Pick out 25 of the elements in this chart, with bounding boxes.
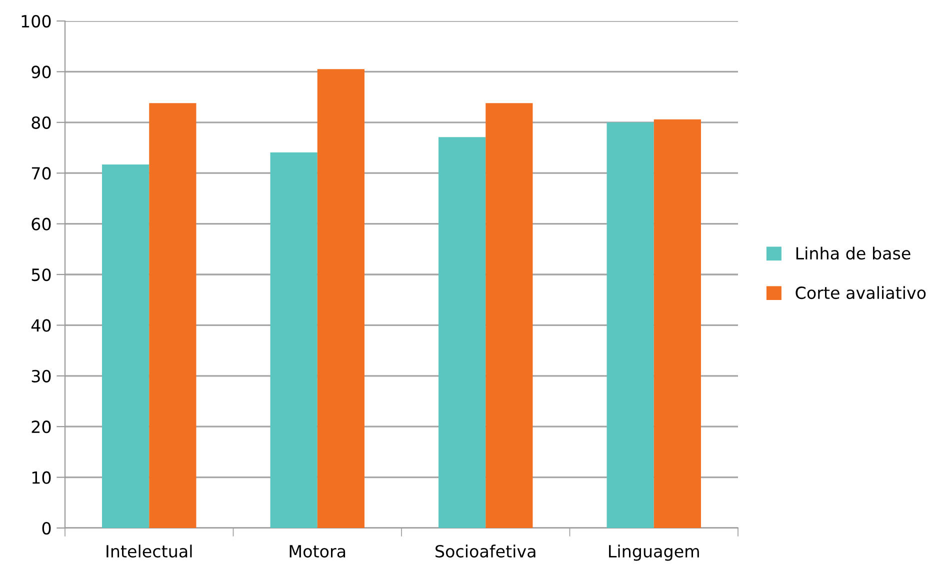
x-tick-label: Intelectual xyxy=(106,544,192,558)
bar xyxy=(606,122,654,528)
bar xyxy=(317,69,364,528)
y-tick-label: 100 xyxy=(22,14,51,28)
y-tick-label: 90 xyxy=(32,66,51,78)
legend-label: Corte avaliativo xyxy=(796,286,926,300)
y-tick-label: 20 xyxy=(32,420,51,434)
x-tick-label: Socioafetiva xyxy=(436,544,536,558)
y-tick-label: 10 xyxy=(32,471,51,484)
bar xyxy=(438,137,486,528)
bar xyxy=(149,103,196,528)
y-tick-label: 50 xyxy=(32,268,51,282)
y-tick-label: 40 xyxy=(31,319,51,332)
bar xyxy=(270,152,318,528)
bar xyxy=(486,103,533,528)
x-tick-label: Motora xyxy=(290,545,346,558)
y-tick-label: 0 xyxy=(42,522,51,535)
y-tick-label: 80 xyxy=(32,116,51,129)
x-tick-label: Linguagem xyxy=(609,544,699,561)
y-tick-label: 60 xyxy=(32,218,51,230)
legend-label: Linha de base xyxy=(796,246,910,260)
y-tick-label: 30 xyxy=(32,370,51,382)
y-tick-label: 70 xyxy=(32,167,51,180)
bar xyxy=(102,164,150,528)
bar xyxy=(654,119,701,528)
